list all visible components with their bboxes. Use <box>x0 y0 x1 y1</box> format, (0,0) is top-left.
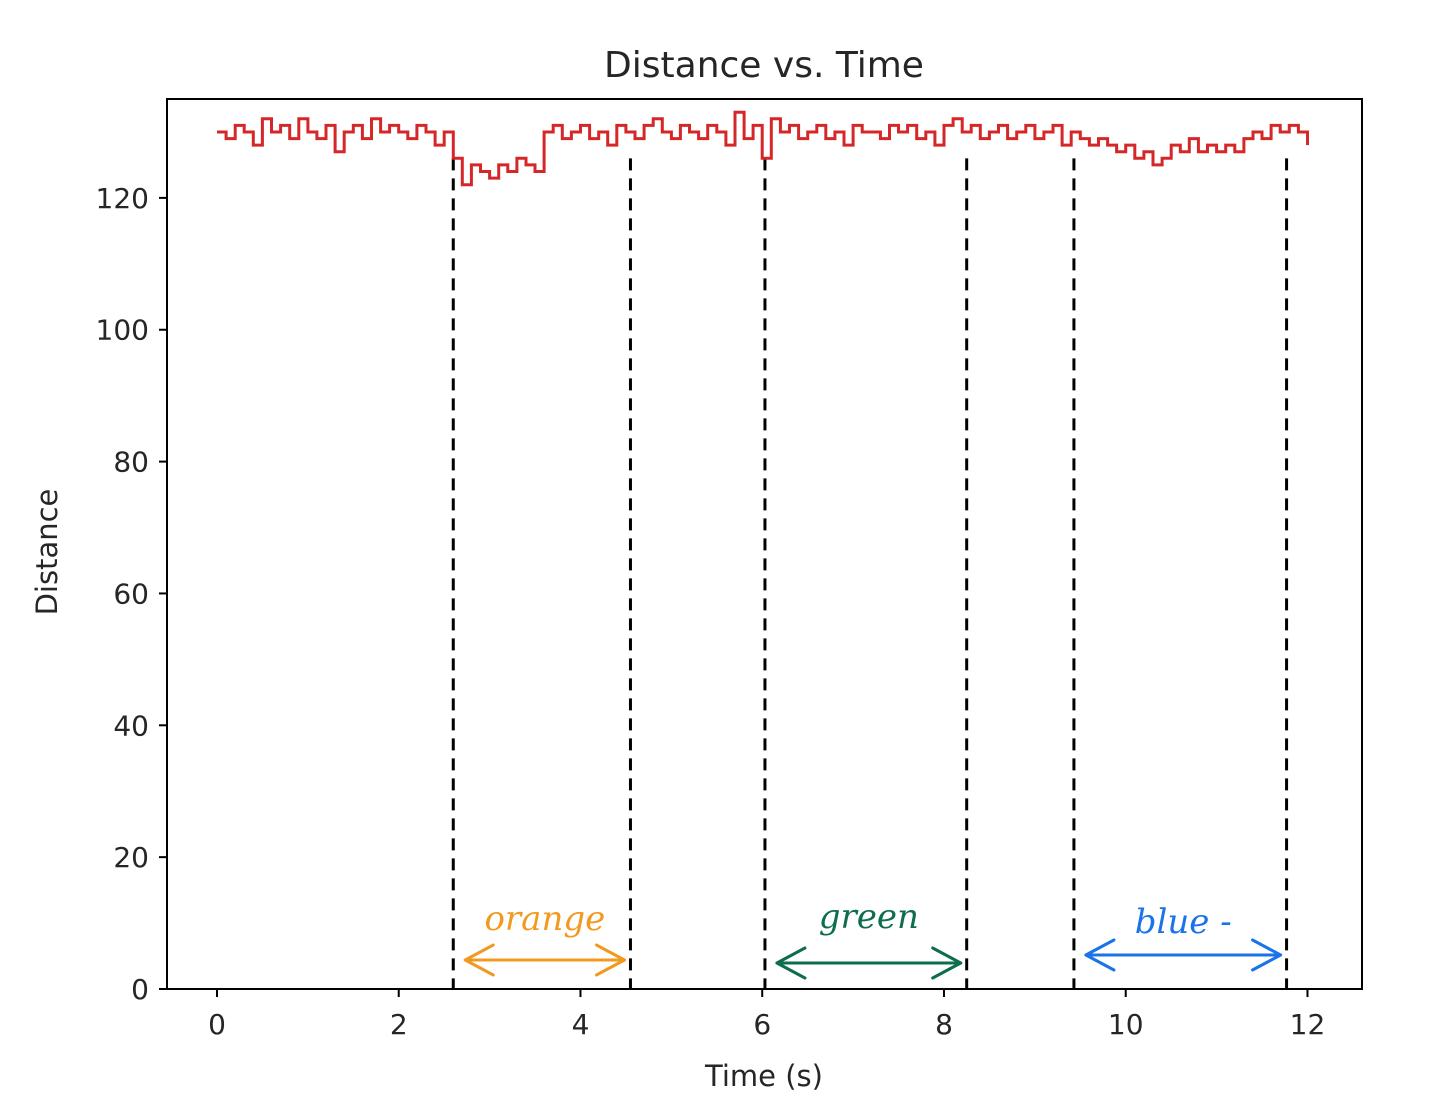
y-tick-label: 60 <box>113 577 149 610</box>
annotation-arrow-left-head <box>775 946 807 980</box>
plot-frame <box>166 98 1363 990</box>
x-tick-label: 8 <box>935 1008 953 1041</box>
x-tick-label: 4 <box>572 1008 590 1041</box>
annotation-label: green <box>819 897 919 937</box>
annotation-blue: blue - <box>1084 902 1283 972</box>
annotation-arrow-right-head <box>594 943 626 977</box>
annotation-arrow-left-head <box>1084 938 1116 972</box>
annotation-label: orange <box>484 899 605 939</box>
x-tick-label: 6 <box>753 1008 771 1041</box>
y-tick-label: 40 <box>113 709 149 742</box>
x-axis-label: Time (s) <box>704 1059 823 1093</box>
series-group <box>217 110 1309 187</box>
annotation-label: blue - <box>1135 902 1232 942</box>
annotations: orange green blue - <box>463 897 1283 980</box>
y-axis-label: Distance <box>30 489 64 616</box>
x-tick-label: 2 <box>390 1008 408 1041</box>
y-tick-label: 20 <box>113 841 149 874</box>
y-axis-ticks: 0 20 40 60 80 100 120 <box>96 182 167 1006</box>
series-line <box>217 110 1309 187</box>
annotation-arrow-right-head <box>931 946 963 980</box>
y-tick-label: 120 <box>96 182 149 215</box>
y-tick-label: 80 <box>113 446 149 479</box>
annotation-orange: orange <box>463 899 626 977</box>
x-tick-label: 10 <box>1108 1008 1144 1041</box>
y-tick-label: 0 <box>131 973 149 1006</box>
annotation-arrow-right-head <box>1251 938 1283 972</box>
y-tick-label: 100 <box>96 314 149 347</box>
x-tick-label: 12 <box>1290 1008 1326 1041</box>
annotation-green: green <box>775 897 963 980</box>
chart-title: Distance vs. Time <box>604 45 924 86</box>
x-axis-ticks: 0 2 4 6 8 10 12 <box>208 989 1325 1041</box>
annotation-arrow-left-head <box>463 943 495 977</box>
x-tick-label: 0 <box>208 1008 226 1041</box>
